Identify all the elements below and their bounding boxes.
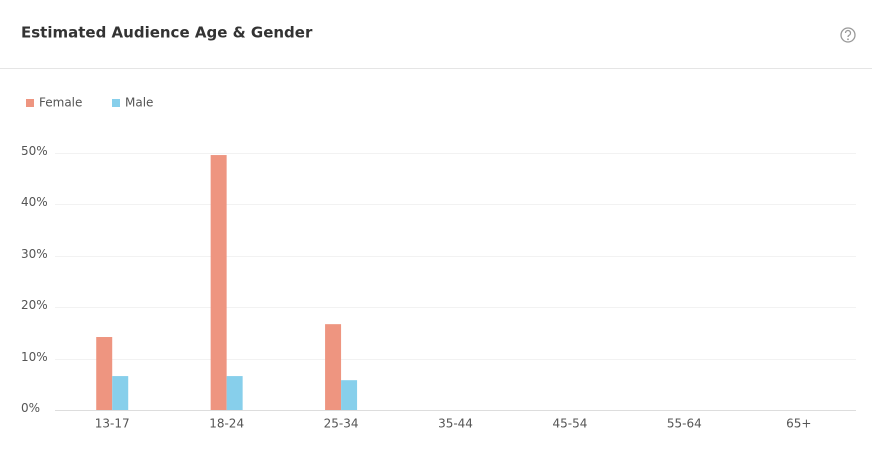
legend-swatch <box>112 99 120 107</box>
chart-title: Estimated Audience Age & Gender <box>21 24 313 42</box>
bar <box>226 376 243 410</box>
y-tick-label: 20% <box>21 298 48 312</box>
x-tick-label: 55-64 <box>667 417 702 431</box>
x-tick-label: 35-44 <box>438 417 473 431</box>
legend-swatch <box>26 99 34 107</box>
legend-label: Male <box>125 96 153 110</box>
bar <box>341 380 358 410</box>
y-tick-label: 10% <box>21 350 48 364</box>
y-tick-label: 50% <box>21 144 48 158</box>
y-tick-label: 30% <box>21 247 48 261</box>
x-tick-label: 18-24 <box>209 417 244 431</box>
x-tick-label: 65+ <box>786 417 811 431</box>
bar <box>325 324 342 410</box>
x-tick-label: 13-17 <box>95 417 130 431</box>
legend-label: Female <box>39 96 82 110</box>
help-icon[interactable] <box>840 27 856 43</box>
bar <box>96 337 113 410</box>
bar <box>112 376 129 410</box>
x-tick-label: 25-34 <box>324 417 359 431</box>
x-tick-label: 45-54 <box>552 417 587 431</box>
y-tick-label: 40% <box>21 195 48 209</box>
y-tick-label: 0% <box>21 401 40 415</box>
bar <box>210 155 227 410</box>
